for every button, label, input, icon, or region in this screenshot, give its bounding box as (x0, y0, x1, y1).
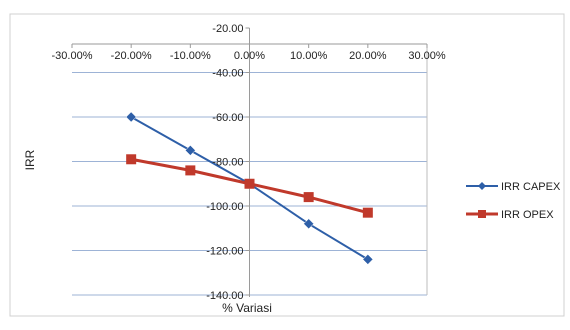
x-tick-label: -10.00% (170, 50, 211, 62)
y-axis-title: IRR (23, 149, 37, 170)
series-group (125, 111, 374, 265)
y-tick-label: -20.00 (212, 23, 243, 35)
data-point-square (126, 154, 137, 165)
data-point-diamond (362, 254, 374, 265)
y-tick-label: -120.00 (206, 246, 243, 258)
y-tick-label: -40.00 (212, 68, 243, 80)
y-tick-label: -80.00 (212, 157, 243, 169)
x-tick-label: 20.00% (349, 50, 387, 62)
legend-marker-diamond (478, 182, 486, 190)
x-tick-label: -20.00% (111, 50, 152, 62)
y-tick-label: -100.00 (206, 201, 243, 213)
legend-label: IRR CAPEX (501, 181, 561, 193)
data-point-diamond (184, 145, 196, 156)
tick-labels: -30.00% -20.00% -10.00% 0.00% 10.00% 20.00% 30… (52, 23, 446, 302)
data-point-square (362, 207, 373, 218)
data-point-diamond (125, 111, 137, 123)
axes (71, 27, 428, 297)
data-point-square (185, 165, 196, 176)
x-tick-label: 0.00% (234, 50, 265, 62)
data-point-square (244, 178, 255, 189)
x-tick-label: 10.00% (290, 50, 328, 62)
data-point-square (303, 192, 314, 203)
data-point-diamond (303, 218, 315, 230)
legend-label: IRR OPEX (501, 209, 554, 221)
x-tick-label: -30.00% (52, 50, 93, 62)
legend: IRR CAPEX IRR OPEX (466, 181, 561, 221)
legend-marker-square (478, 210, 486, 218)
chart-border (9, 13, 565, 317)
y-tick-label: -140.00 (206, 290, 243, 302)
y-tick-label: -60.00 (212, 112, 243, 124)
x-axis-title: % Variasi (222, 301, 272, 315)
x-tick-label: 30.00% (408, 50, 446, 62)
